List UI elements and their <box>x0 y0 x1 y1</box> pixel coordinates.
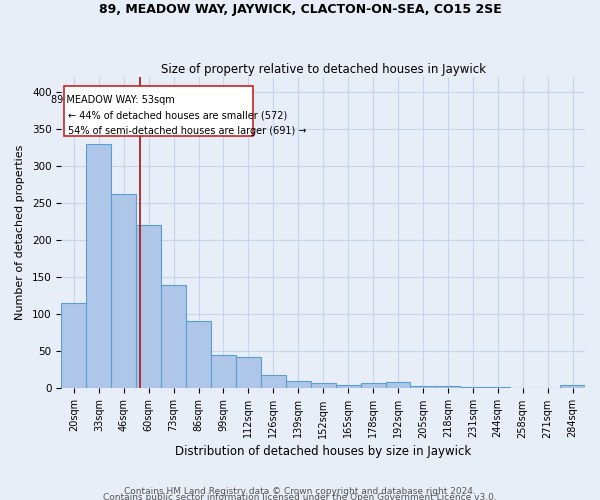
Text: 54% of semi-detached houses are larger (691) →: 54% of semi-detached houses are larger (… <box>68 126 306 136</box>
Bar <box>286 381 311 388</box>
Bar <box>311 384 335 388</box>
FancyBboxPatch shape <box>64 86 253 136</box>
Bar <box>386 382 410 388</box>
Bar <box>410 386 436 388</box>
Text: Contains public sector information licensed under the Open Government Licence v3: Contains public sector information licen… <box>103 492 497 500</box>
Bar <box>111 194 136 388</box>
Title: Size of property relative to detached houses in Jaywick: Size of property relative to detached ho… <box>161 63 486 76</box>
Bar <box>361 382 386 388</box>
Bar <box>460 387 485 388</box>
Text: 89, MEADOW WAY, JAYWICK, CLACTON-ON-SEA, CO15 2SE: 89, MEADOW WAY, JAYWICK, CLACTON-ON-SEA,… <box>98 2 502 16</box>
Bar <box>485 387 510 388</box>
Bar <box>436 386 460 388</box>
Text: Contains HM Land Registry data © Crown copyright and database right 2024.: Contains HM Land Registry data © Crown c… <box>124 486 476 496</box>
Text: ← 44% of detached houses are smaller (572): ← 44% of detached houses are smaller (57… <box>68 110 287 120</box>
Bar <box>261 375 286 388</box>
Bar <box>236 356 261 388</box>
Text: 89 MEADOW WAY: 53sqm: 89 MEADOW WAY: 53sqm <box>50 95 175 105</box>
Bar <box>211 355 236 388</box>
X-axis label: Distribution of detached houses by size in Jaywick: Distribution of detached houses by size … <box>175 444 472 458</box>
Bar <box>86 144 111 388</box>
Bar <box>61 303 86 388</box>
Bar <box>136 226 161 388</box>
Bar <box>335 385 361 388</box>
Y-axis label: Number of detached properties: Number of detached properties <box>15 145 25 320</box>
Bar <box>186 321 211 388</box>
Bar <box>560 385 585 388</box>
Bar <box>161 284 186 389</box>
